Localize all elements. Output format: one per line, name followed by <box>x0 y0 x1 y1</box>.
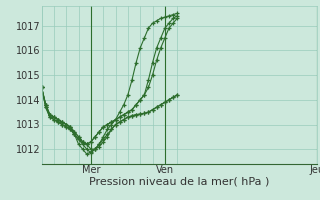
X-axis label: Pression niveau de la mer( hPa ): Pression niveau de la mer( hPa ) <box>89 177 269 187</box>
